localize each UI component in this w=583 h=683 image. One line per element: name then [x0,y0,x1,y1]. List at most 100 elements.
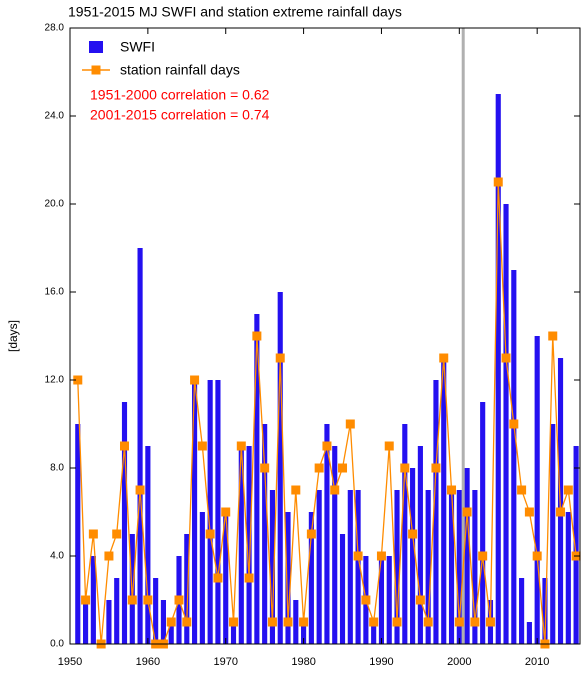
y-tick-label: 4.0 [50,551,64,562]
marker [548,331,558,341]
marker [415,595,425,605]
marker [213,573,223,583]
marker [392,617,402,627]
marker [135,485,145,495]
bar [308,512,314,644]
y-tick-label: 12.0 [45,375,65,386]
bar [565,512,571,644]
x-tick-label: 2000 [447,656,471,668]
marker [112,529,122,539]
bar [417,446,423,644]
bar [480,402,486,644]
marker [267,617,277,627]
y-tick-label: 24.0 [45,111,65,122]
y-tick-label: 0.0 [50,639,64,650]
bar [410,468,416,644]
marker [509,419,519,429]
bar [106,600,112,644]
bar [301,622,307,644]
legend-label: SWFI [120,39,155,55]
marker [127,595,137,605]
bar [254,314,260,644]
y-axis-label: [days] [6,320,20,352]
bar [215,380,221,644]
marker [120,441,130,451]
bar [269,490,276,644]
bar [332,446,338,644]
marker [190,375,200,385]
marker [275,353,285,363]
marker [563,485,573,495]
bar [121,402,128,644]
marker [439,353,449,363]
marker [384,441,394,451]
marker [524,507,534,517]
bar [199,512,205,644]
bar [550,424,556,644]
x-tick-label: 2010 [525,656,549,668]
bar [137,248,143,644]
x-tick-label: 1980 [291,656,315,668]
marker [221,507,231,517]
marker [431,463,441,473]
bar [472,490,478,644]
bar [246,446,252,644]
bar [114,578,120,644]
bar [378,556,385,644]
marker [361,595,371,605]
bar [339,534,346,644]
bar [223,512,229,644]
marker [252,331,262,341]
bar [184,534,190,644]
bar [316,490,322,644]
bar [441,358,447,644]
marker [299,617,309,627]
bar [495,94,501,644]
bar [371,622,377,644]
marker [330,485,340,495]
marker [493,177,503,187]
marker [291,485,301,495]
annotation: 1951-2000 correlation = 0.62 [90,87,270,103]
marker [345,419,355,429]
bar [503,204,509,644]
bar [519,578,525,644]
bar [90,556,96,644]
bar [277,292,283,644]
marker [556,507,566,517]
marker [143,595,153,605]
marker [454,617,464,627]
marker [306,529,316,539]
bar [542,578,548,644]
bar [394,490,400,644]
y-tick-label: 16.0 [45,287,65,298]
marker [283,617,293,627]
bar [386,556,392,644]
bar [526,622,532,644]
bar [207,380,213,644]
annotation: 2001-2015 correlation = 0.74 [90,107,270,123]
y-tick-label: 8.0 [50,463,64,474]
marker [400,463,410,473]
bar [83,600,89,644]
marker [260,463,270,473]
x-tick-label: 1990 [369,656,393,668]
marker [470,617,480,627]
x-tick-label: 1950 [58,656,82,668]
marker [462,507,472,517]
bar [433,380,439,644]
bar [355,490,361,644]
bar [192,380,198,644]
bar [511,270,517,644]
bar [262,424,268,644]
bar [534,336,540,644]
bar [238,446,244,644]
marker [532,551,542,561]
bar [425,490,431,644]
legend-swatch [89,41,103,53]
bar [145,446,151,644]
bar [324,424,330,644]
marker [314,463,324,473]
x-tick-label: 1960 [136,656,160,668]
